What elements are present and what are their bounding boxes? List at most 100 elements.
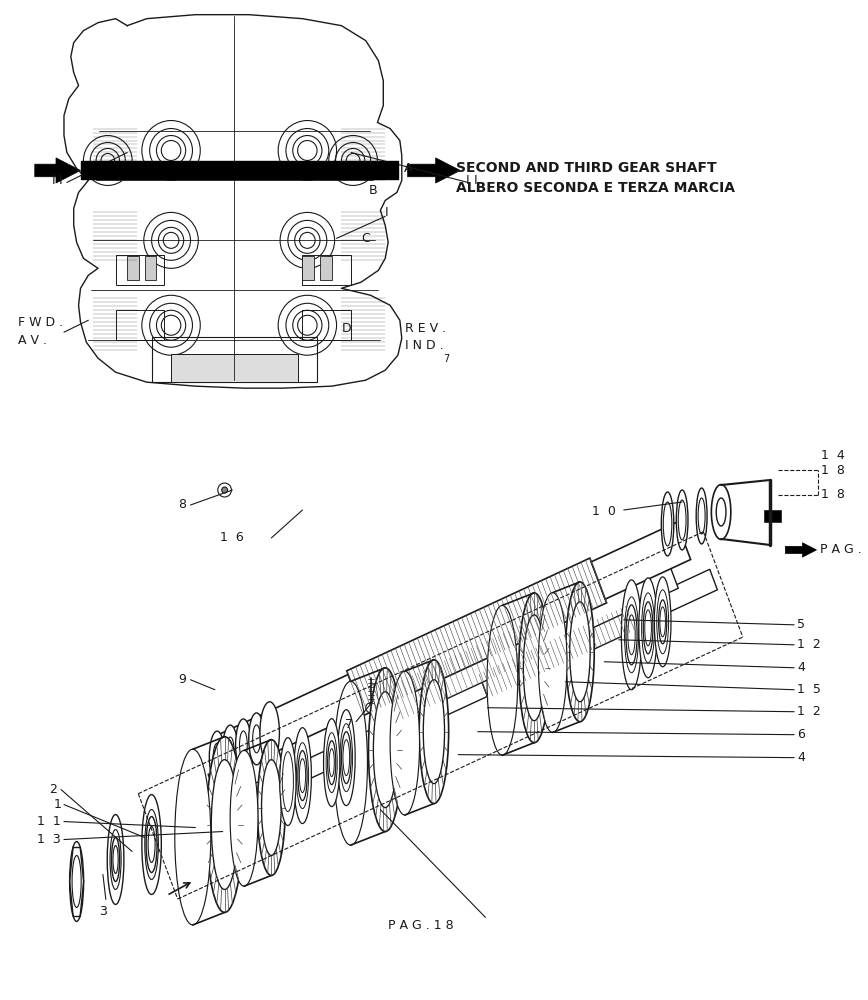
Text: 4: 4 — [797, 751, 805, 764]
Ellipse shape — [207, 737, 242, 912]
Text: A V .: A V . — [18, 334, 47, 347]
Ellipse shape — [240, 731, 247, 759]
Text: SECOND AND THIRD GEAR SHAFT: SECOND AND THIRD GEAR SHAFT — [457, 161, 717, 175]
Ellipse shape — [324, 719, 340, 807]
Ellipse shape — [209, 731, 225, 783]
Ellipse shape — [676, 490, 688, 550]
Polygon shape — [391, 618, 548, 719]
Ellipse shape — [253, 725, 260, 753]
Polygon shape — [786, 543, 817, 557]
Text: 7: 7 — [345, 718, 353, 731]
Text: 4: 4 — [797, 661, 805, 674]
Polygon shape — [204, 676, 488, 824]
Ellipse shape — [390, 671, 419, 815]
Text: 1  3: 1 3 — [37, 833, 61, 846]
Text: 1: 1 — [53, 798, 61, 811]
Ellipse shape — [214, 743, 221, 771]
Ellipse shape — [424, 680, 444, 784]
Ellipse shape — [643, 602, 653, 654]
Ellipse shape — [621, 580, 641, 690]
Ellipse shape — [698, 498, 705, 534]
Ellipse shape — [519, 593, 549, 743]
Text: I N D .: I N D . — [404, 339, 444, 352]
Ellipse shape — [261, 760, 281, 856]
Ellipse shape — [110, 830, 122, 889]
Ellipse shape — [343, 740, 350, 776]
Ellipse shape — [145, 810, 158, 879]
Ellipse shape — [327, 741, 336, 785]
Ellipse shape — [659, 600, 667, 644]
Ellipse shape — [334, 681, 367, 845]
Ellipse shape — [341, 732, 351, 784]
Bar — [302, 310, 352, 340]
Text: F W D .: F W D . — [18, 316, 63, 329]
Bar — [320, 256, 332, 280]
Bar — [115, 310, 164, 340]
Ellipse shape — [249, 713, 265, 765]
Text: 6: 6 — [797, 728, 805, 741]
Ellipse shape — [654, 577, 671, 667]
Ellipse shape — [69, 842, 83, 921]
Text: 8: 8 — [178, 498, 186, 511]
Text: 9: 9 — [178, 673, 186, 686]
Text: 1  8: 1 8 — [821, 488, 845, 501]
Bar — [145, 256, 156, 280]
Ellipse shape — [696, 488, 707, 544]
Text: C: C — [361, 232, 370, 245]
Polygon shape — [408, 158, 460, 183]
Text: D: D — [341, 322, 351, 335]
Text: B: B — [369, 184, 378, 197]
Text: ALBERO SECONDA E TERZA MARCIA: ALBERO SECONDA E TERZA MARCIA — [457, 181, 735, 195]
Ellipse shape — [146, 817, 157, 872]
Ellipse shape — [293, 728, 312, 824]
Ellipse shape — [716, 498, 726, 526]
Ellipse shape — [639, 578, 657, 678]
Text: 3: 3 — [99, 905, 107, 918]
Ellipse shape — [566, 582, 595, 722]
Ellipse shape — [657, 590, 668, 654]
Ellipse shape — [663, 502, 672, 546]
Text: 1  6: 1 6 — [220, 531, 244, 544]
Text: 7: 7 — [444, 354, 450, 364]
Ellipse shape — [641, 593, 654, 663]
Ellipse shape — [230, 750, 258, 886]
Ellipse shape — [369, 668, 402, 832]
Ellipse shape — [645, 610, 651, 646]
Ellipse shape — [235, 719, 251, 771]
Ellipse shape — [569, 602, 590, 702]
Bar — [302, 256, 314, 280]
Ellipse shape — [661, 492, 674, 556]
Ellipse shape — [174, 749, 211, 925]
Text: 1  1: 1 1 — [37, 815, 61, 828]
Ellipse shape — [211, 760, 238, 889]
Ellipse shape — [296, 743, 309, 809]
Text: 1  5: 1 5 — [797, 683, 821, 696]
Ellipse shape — [538, 593, 567, 732]
Text: I: I — [51, 174, 55, 187]
Text: 1  4: 1 4 — [821, 449, 845, 462]
Ellipse shape — [626, 605, 637, 665]
Ellipse shape — [227, 737, 234, 765]
Ellipse shape — [72, 856, 82, 907]
Ellipse shape — [282, 752, 293, 812]
Ellipse shape — [338, 710, 355, 806]
Text: R E V .: R E V . — [404, 322, 446, 335]
Ellipse shape — [678, 500, 686, 540]
Ellipse shape — [340, 724, 352, 792]
Bar — [302, 255, 352, 285]
Ellipse shape — [329, 749, 334, 777]
Ellipse shape — [111, 838, 120, 881]
Polygon shape — [479, 604, 639, 698]
Ellipse shape — [260, 702, 279, 764]
Text: A: A — [404, 162, 412, 175]
Text: 2: 2 — [49, 783, 57, 796]
Text: I: I — [59, 174, 62, 187]
Ellipse shape — [373, 692, 397, 808]
Text: 1  0: 1 0 — [592, 505, 616, 518]
Text: 1  2: 1 2 — [797, 638, 821, 651]
Text: 5: 5 — [797, 618, 805, 631]
Polygon shape — [346, 558, 607, 716]
Ellipse shape — [523, 615, 545, 721]
Circle shape — [218, 483, 232, 497]
Ellipse shape — [298, 751, 307, 801]
